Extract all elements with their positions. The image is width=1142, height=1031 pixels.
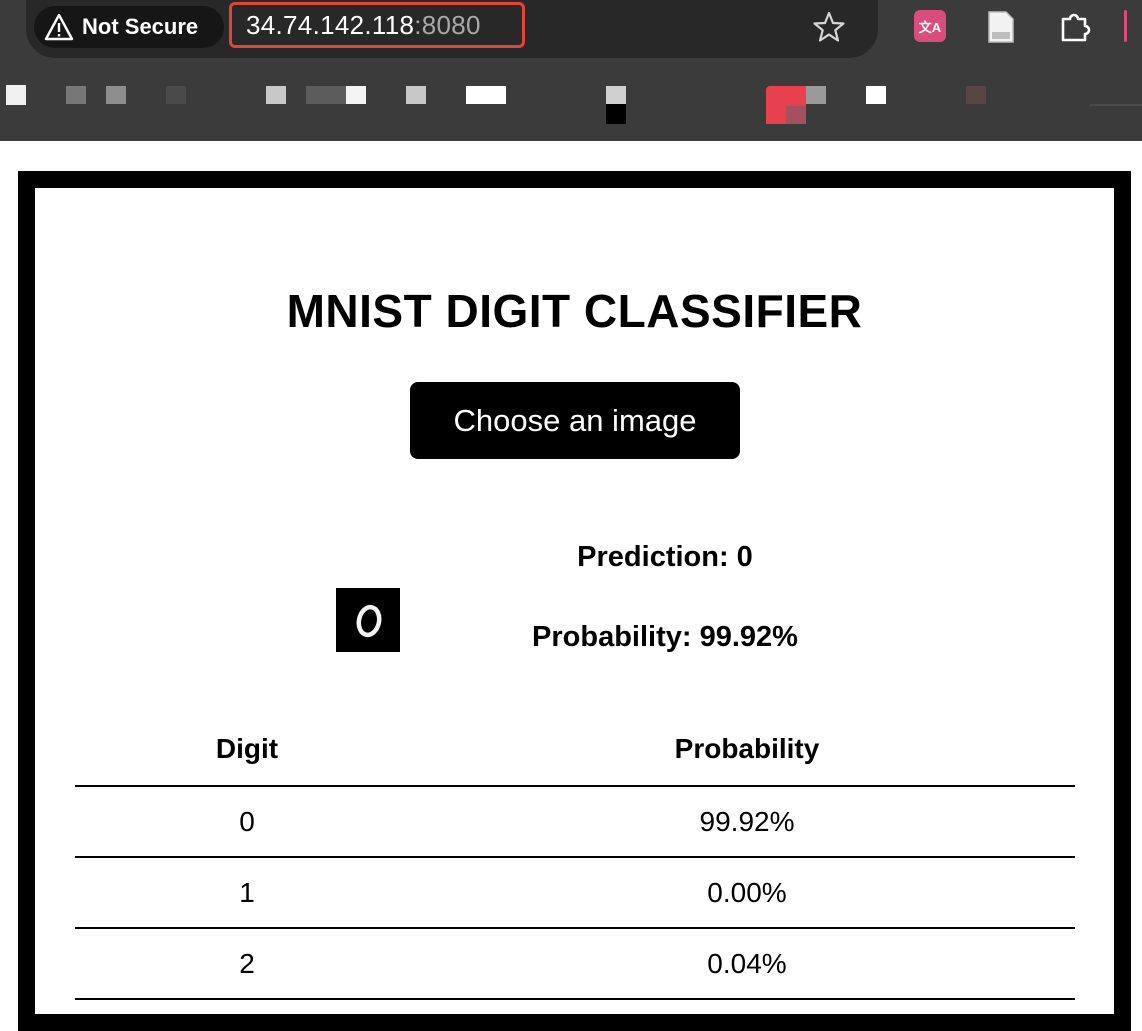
bookmark-star-icon[interactable] (812, 10, 846, 44)
probability-label: Probability: 99.92% (532, 621, 798, 653)
bookmark-item[interactable] (806, 86, 826, 104)
choose-image-button[interactable]: Choose an image (410, 382, 740, 459)
bookmark-item[interactable] (606, 86, 626, 104)
url-port: :8080 (414, 9, 481, 40)
security-indicator[interactable]: Not Secure (34, 6, 224, 48)
bookmark-item[interactable] (266, 86, 286, 104)
probability-cell: 0.04% (419, 928, 1075, 1000)
bookmark-item[interactable] (866, 86, 886, 104)
url-field[interactable]: 34.74.142.118:8080 (229, 2, 525, 48)
toolbar-separator (1124, 10, 1127, 42)
table-row: 2 0.04% (75, 928, 1075, 1000)
bookmark-item[interactable] (166, 86, 186, 104)
translate-extension-icon[interactable]: 文A (914, 10, 946, 42)
digit-cell: 0 (75, 786, 419, 858)
uploaded-digit-image (336, 588, 400, 652)
extensions-puzzle-icon[interactable] (1058, 9, 1092, 43)
bookmarks-bar (0, 72, 1142, 132)
bookmark-item[interactable] (106, 86, 126, 104)
bookmark-item[interactable] (346, 86, 366, 104)
bookmark-item[interactable] (466, 86, 506, 104)
prediction-label: Prediction: 0 (577, 541, 753, 573)
page-title: MNIST DIGIT CLASSIFIER (286, 285, 863, 337)
digit-cell: 1 (75, 857, 419, 929)
probability-table: Digit Probability 0 99.92% 1 0.00% 2 0.0… (75, 713, 1075, 1000)
column-header-digit: Digit (75, 713, 419, 787)
table-header-row: Digit Probability (75, 713, 1075, 787)
probability-cell: 99.92% (419, 786, 1075, 858)
translate-extension-label: 文A (918, 19, 942, 35)
security-label: Not Secure (82, 14, 199, 39)
warning-icon (44, 13, 74, 41)
bookmark-item[interactable] (786, 106, 806, 124)
column-header-probability: Probability (419, 713, 1075, 787)
bookmark-item (1090, 104, 1142, 106)
browser-chrome: Not Secure 34.74.142.118:8080 文A (0, 0, 1142, 141)
probability-cell: 0.00% (419, 857, 1075, 929)
document-extension-icon[interactable] (986, 10, 1016, 44)
bookmark-item[interactable] (66, 86, 86, 104)
bookmark-item[interactable] (406, 86, 426, 104)
bookmark-item[interactable] (6, 85, 26, 105)
bookmark-item[interactable] (966, 86, 986, 104)
table-row: 0 99.92% (75, 786, 1075, 858)
classifier-panel: MNIST DIGIT CLASSIFIER Choose an image P… (18, 171, 1131, 1031)
bookmark-item[interactable] (306, 86, 346, 104)
table-row: 1 0.00% (75, 857, 1075, 929)
bookmark-item[interactable] (606, 104, 626, 124)
digit-cell: 2 (75, 928, 419, 1000)
url-host: 34.74.142.118 (246, 9, 415, 40)
